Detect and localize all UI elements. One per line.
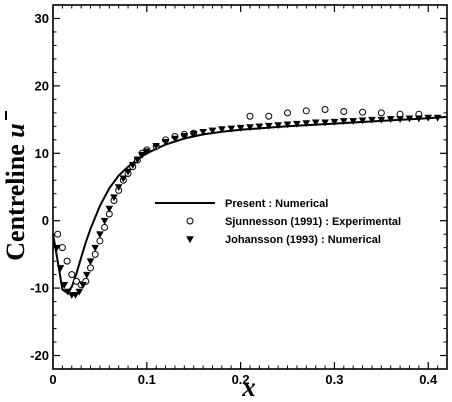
y-tick-label: 20 [35,78,49,93]
data-point-triangle [424,114,433,122]
data-point-triangle [199,128,207,136]
y-tick-label: -10 [30,281,49,296]
data-point-circle [246,112,254,120]
data-point-triangle [110,194,118,202]
y-tick-label: -20 [30,348,49,363]
x-tick-label: 0.2 [232,372,250,387]
data-point-triangle [396,116,404,124]
data-point-triangle [52,244,61,252]
data-point-triangle [124,168,132,176]
data-point-triangle [105,205,114,213]
data-point-circle [377,109,385,117]
data-point-circle [87,264,95,272]
x-tick-label: 0.1 [138,372,156,387]
data-point-triangle [218,126,226,134]
data-point-triangle [119,175,128,183]
data-point-triangle [405,115,414,123]
data-point-circle [340,108,348,116]
data-point-circle [302,107,310,115]
data-point-triangle [311,119,320,127]
data-point-circle [91,250,99,258]
legend-circle-swatch [186,217,194,225]
data-point-circle [58,244,66,252]
data-point-circle [101,223,109,231]
data-point-triangle [293,120,301,128]
data-point-triangle [91,244,100,252]
x-tick-label: 0.3 [325,372,343,387]
data-point-triangle [358,117,367,125]
data-point-triangle [246,124,254,132]
data-point-circle [284,109,292,117]
data-point-triangle [377,116,386,124]
data-point-triangle [100,217,109,225]
data-point-circle [72,277,80,285]
data-point-circle [321,105,329,113]
data-point-triangle [433,114,442,122]
data-point-triangle [96,231,104,239]
data-point-triangle [227,125,236,133]
x-tick-label: 0 [49,372,56,387]
data-point-triangle [79,281,87,289]
y-tick-label: 30 [35,11,49,26]
data-point-circle [68,271,76,279]
legend: Present : Numerical Sjunnesson (1991) : E… [155,198,401,246]
data-point-triangle [274,122,282,130]
data-point-triangle [302,120,311,128]
data-point-triangle [415,115,423,123]
data-point-circle [96,237,104,245]
data-point-triangle [321,119,329,127]
data-point-triangle [180,132,189,140]
data-point-circle [63,257,71,265]
data-point-triangle [208,127,217,135]
data-point-triangle [56,265,65,272]
legend-label: Johansson (1993) : Numerical [225,234,381,246]
legend-label: Present : Numerical [225,198,328,210]
y-tick-label: 10 [35,146,49,161]
plot-frame [52,4,448,370]
data-point-circle [54,230,62,238]
data-point-triangle [255,123,264,131]
y-axis-label: Centreline u [1,123,30,260]
data-point-triangle [386,116,395,124]
data-point-circle [359,108,367,116]
data-point-triangle [283,121,292,129]
data-point-triangle [368,116,376,124]
legend-label: Sjunnesson (1991) : Experimental [225,216,401,228]
data-point-triangle [138,151,146,159]
data-point-triangle [161,139,170,146]
data-point-triangle [133,156,142,164]
y-tick-label: 0 [42,213,49,228]
data-point-triangle [330,118,339,126]
data-point-triangle [236,124,245,132]
x-axis-label: x [241,372,256,402]
data-point-triangle [64,288,72,296]
data-point-triangle [142,148,151,156]
data-point-triangle [86,258,95,266]
data-point-triangle [349,118,358,126]
series-2 [52,114,442,299]
data-point-triangle [152,143,161,150]
data-point-circle [265,112,273,120]
data-point-triangle [339,118,348,126]
data-point-triangle [71,292,80,299]
data-point-triangle [75,288,84,296]
y-axis-label-variable: u [1,123,30,137]
data-point-triangle [264,122,273,130]
data-point-triangle [128,161,137,169]
x-tick-label: 0.4 [419,372,438,387]
data-point-triangle [60,281,69,289]
data-point-triangle [114,184,123,192]
data-point-triangle [82,271,91,279]
legend-triangle-swatch [186,236,194,244]
y-axis-label-prefix: Centreline [1,138,30,261]
data-point-triangle [189,130,198,138]
data-point-triangle [171,135,179,143]
